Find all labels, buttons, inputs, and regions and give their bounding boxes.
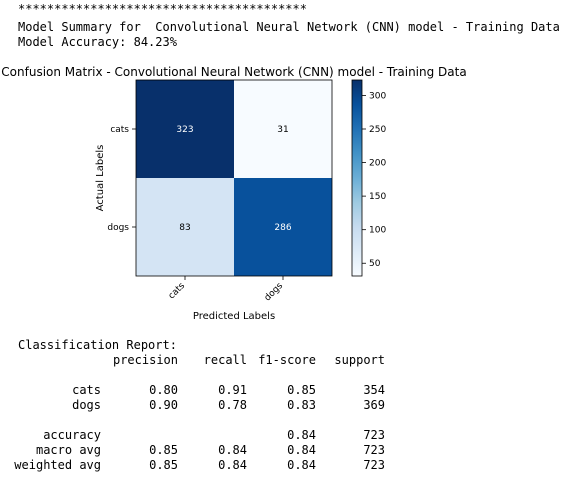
report-cell: 723 <box>363 428 385 442</box>
report-cell: 0.78 <box>218 398 247 412</box>
report-summary-label: weighted avg <box>14 458 101 472</box>
model-summary-title: Model Summary for Convolutional Neural N… <box>18 20 560 34</box>
report-cell: 0.84 <box>287 458 316 472</box>
colorbar-tick-label: 250 <box>369 125 386 135</box>
report-cell: 0.85 <box>149 458 178 472</box>
report-cell: 354 <box>363 383 385 397</box>
colorbar-tick-label: 200 <box>369 159 386 169</box>
colorbar-tick-label: 150 <box>369 192 386 202</box>
classification-report: Classification Report: precision recall f1… <box>14 338 568 483</box>
report-column-header: f1-score <box>258 353 316 367</box>
y-tick-label: dogs <box>107 223 129 233</box>
separator-stars: **************************************** <box>18 2 307 16</box>
report-cell: 0.84 <box>287 428 316 442</box>
report-cell: 369 <box>363 398 385 412</box>
colorbar-tick-label: 300 <box>369 91 386 101</box>
report-cell: 0.84 <box>287 443 316 457</box>
classification-report-title: Classification Report: <box>18 338 177 352</box>
cell-value-label: 31 <box>277 125 288 135</box>
chart-title: Confusion Matrix - Convolutional Neural … <box>1 65 466 79</box>
report-cell: 0.85 <box>287 383 316 397</box>
report-row-label: cats <box>72 383 101 397</box>
heatmap-cell <box>136 80 234 178</box>
report-column-header: support <box>334 353 385 367</box>
report-cell: 0.84 <box>218 458 247 472</box>
report-column-header: recall <box>203 353 247 367</box>
report-cell: 723 <box>363 458 385 472</box>
confusion-matrix-figure: Confusion Matrix - Convolutional Neural … <box>1 65 466 322</box>
colorbar <box>351 79 363 277</box>
report-row-label: dogs <box>72 398 101 412</box>
x-axis-label: Predicted Labels <box>193 311 275 322</box>
report-summary-label: accuracy <box>43 428 101 442</box>
x-tick-label: cats <box>167 281 188 302</box>
report-cell: 0.85 <box>149 443 178 457</box>
y-axis-label: Actual Labels <box>95 145 106 212</box>
report-cell: 0.83 <box>287 398 316 412</box>
report-column-header: precision <box>112 353 178 367</box>
heatmap-cell <box>234 178 332 276</box>
report-cell: 0.90 <box>149 398 178 412</box>
heatmap-frame <box>135 79 333 277</box>
report-cell: 0.80 <box>149 383 178 397</box>
model-accuracy: Model Accuracy: 84.23% <box>18 35 177 49</box>
y-tick-label: cats <box>110 125 129 135</box>
report-cell: 0.84 <box>218 443 247 457</box>
report-cell: 723 <box>363 443 385 457</box>
colorbar-tick-label: 50 <box>369 259 381 269</box>
heatmap-cell <box>234 80 332 178</box>
x-tick-label: dogs <box>263 281 286 304</box>
cell-value-label: 323 <box>176 125 193 135</box>
report-cell: 0.91 <box>218 383 247 397</box>
heatmap-cell <box>136 178 234 276</box>
cell-value-label: 83 <box>179 223 190 233</box>
report-summary-label: macro avg <box>35 443 101 457</box>
colorbar-tick-label: 100 <box>369 226 386 236</box>
cell-value-label: 286 <box>274 223 291 233</box>
